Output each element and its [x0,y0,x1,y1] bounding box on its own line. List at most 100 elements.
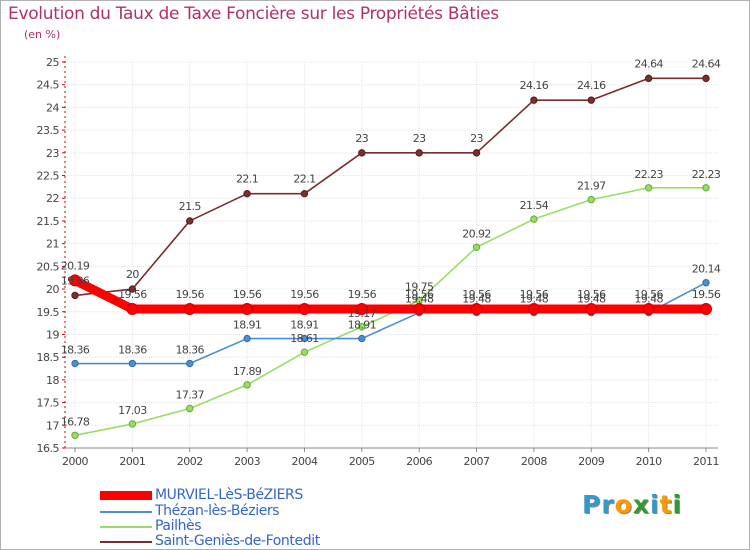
x-tick-label: 2005 [349,455,375,468]
data-label: 18.36 [118,344,147,357]
series-point-3 [243,189,251,198]
y-tick-label: 17 [46,419,59,432]
data-label: 18.36 [61,344,90,357]
data-label: 20.19 [61,259,90,272]
data-label: 19.48 [520,293,549,306]
series-line-1 [74,281,707,365]
series-point-0 [241,303,254,316]
series-point-1 [243,334,251,343]
y-tick-label: 21.5 [37,215,60,228]
x-tick-label: 2007 [464,455,490,468]
y-tick-label: 19 [46,328,59,341]
series-point-2 [644,184,653,192]
series-point-1 [702,279,710,287]
legend-label-thezan: Thézan-lès-Béziers [155,503,280,519]
y-tick-label: 21 [46,238,59,251]
data-label: 24.64 [634,57,663,70]
series-point-0 [700,303,712,316]
y-tick-label: 24.5 [37,79,60,92]
x-tick-label: 2004 [291,455,317,468]
y-tick-label: 22.5 [37,170,60,183]
data-label: 19.56 [462,288,491,301]
series-point-0 [69,274,81,287]
series-point-3 [358,149,366,157]
x-tick-label: 2010 [636,455,662,468]
series-line-2 [74,186,707,437]
data-label: 16.78 [61,415,90,428]
legend-label-pailhes: Pailhès [155,518,202,534]
data-label: 19.86 [61,274,90,287]
x-tick-label: 2011 [693,455,719,468]
series-point-3 [415,149,423,157]
logo-letter: r [601,490,615,519]
data-label: 24.16 [520,79,549,92]
data-label: 19.56 [118,288,147,301]
series-point-2 [472,243,481,251]
legend-swatch-murviel [100,491,152,500]
series-point-0 [585,303,598,316]
data-label: 22.1 [293,173,315,186]
data-label: 19.48 [405,293,434,306]
series-point-1 [71,359,79,368]
x-tick-label: 2003 [234,455,260,468]
data-label: 19.48 [634,293,663,306]
data-label: 22.23 [692,168,721,181]
data-label: 19.75 [405,280,434,293]
data-label: 19.56 [348,288,377,301]
series-point-0 [126,303,139,316]
x-tick-label: 2001 [119,455,145,468]
grid [65,61,718,449]
logo-letter: i [672,490,683,519]
x-tick-label: 2002 [177,455,203,468]
y-axis-unit: (en %) [24,28,61,41]
data-label: 17.03 [118,404,147,417]
series-point-3 [186,217,194,225]
data-label: 19.56 [692,288,721,301]
y-tick-label: 19.5 [37,306,60,319]
series-layer [69,74,712,439]
series-point-2 [702,184,710,192]
data-label: 20 [126,268,139,281]
data-label: 19.17 [348,307,377,320]
series-point-2 [300,348,309,356]
series-point-3 [472,149,481,157]
y-tick-label: 18 [46,374,59,387]
series-point-0 [355,303,368,316]
data-label: 19.56 [290,288,319,301]
series-point-3 [300,189,309,198]
y-tick-label: 25 [46,56,59,69]
data-label: 22.1 [236,173,258,186]
series-line-3 [74,77,707,297]
data-label: 23 [355,132,368,145]
data-label: 19.56 [634,288,663,301]
series-point-2 [71,431,79,439]
data-labels: 19.86 20 21.5 22.1 22.1 23 23 23 24.16 24.16 24.64… [61,57,722,428]
series-point-3 [587,96,595,104]
series-point-2 [128,420,137,428]
data-label: 19.56 [233,288,262,301]
y-tick-label: 23 [46,147,59,160]
series-point-1 [358,334,366,343]
legend-swatch-thezan [100,511,152,513]
logo-letter: t [659,490,673,519]
series-point-1 [300,334,309,343]
y-tick-label: 20.5 [37,260,60,273]
series-point-2 [530,215,538,223]
proxiti-logo: Proxiti [582,490,682,519]
chart-title: Evolution du Taux de Taxe Foncière sur l… [8,4,499,24]
x-tick-label: 2009 [578,455,604,468]
series-point-2 [587,195,595,204]
y-tick-label: 24 [46,101,59,114]
data-label: 18.61 [290,332,319,345]
logo-letter: x [632,490,650,519]
data-label: 20.14 [692,263,721,276]
data-label: 17.89 [233,365,262,378]
series-point-0 [470,303,483,316]
data-label: 19.56 [175,288,204,301]
x-tick-label: 2000 [62,455,88,468]
series-point-3 [702,74,710,83]
series-point-3 [128,285,137,293]
legend-swatch-pailhes [100,526,152,528]
axes: 16.5 17 17.5 18 18.5 19 19.5 20 20.5 21 21.5 22 22.5… [37,56,720,468]
